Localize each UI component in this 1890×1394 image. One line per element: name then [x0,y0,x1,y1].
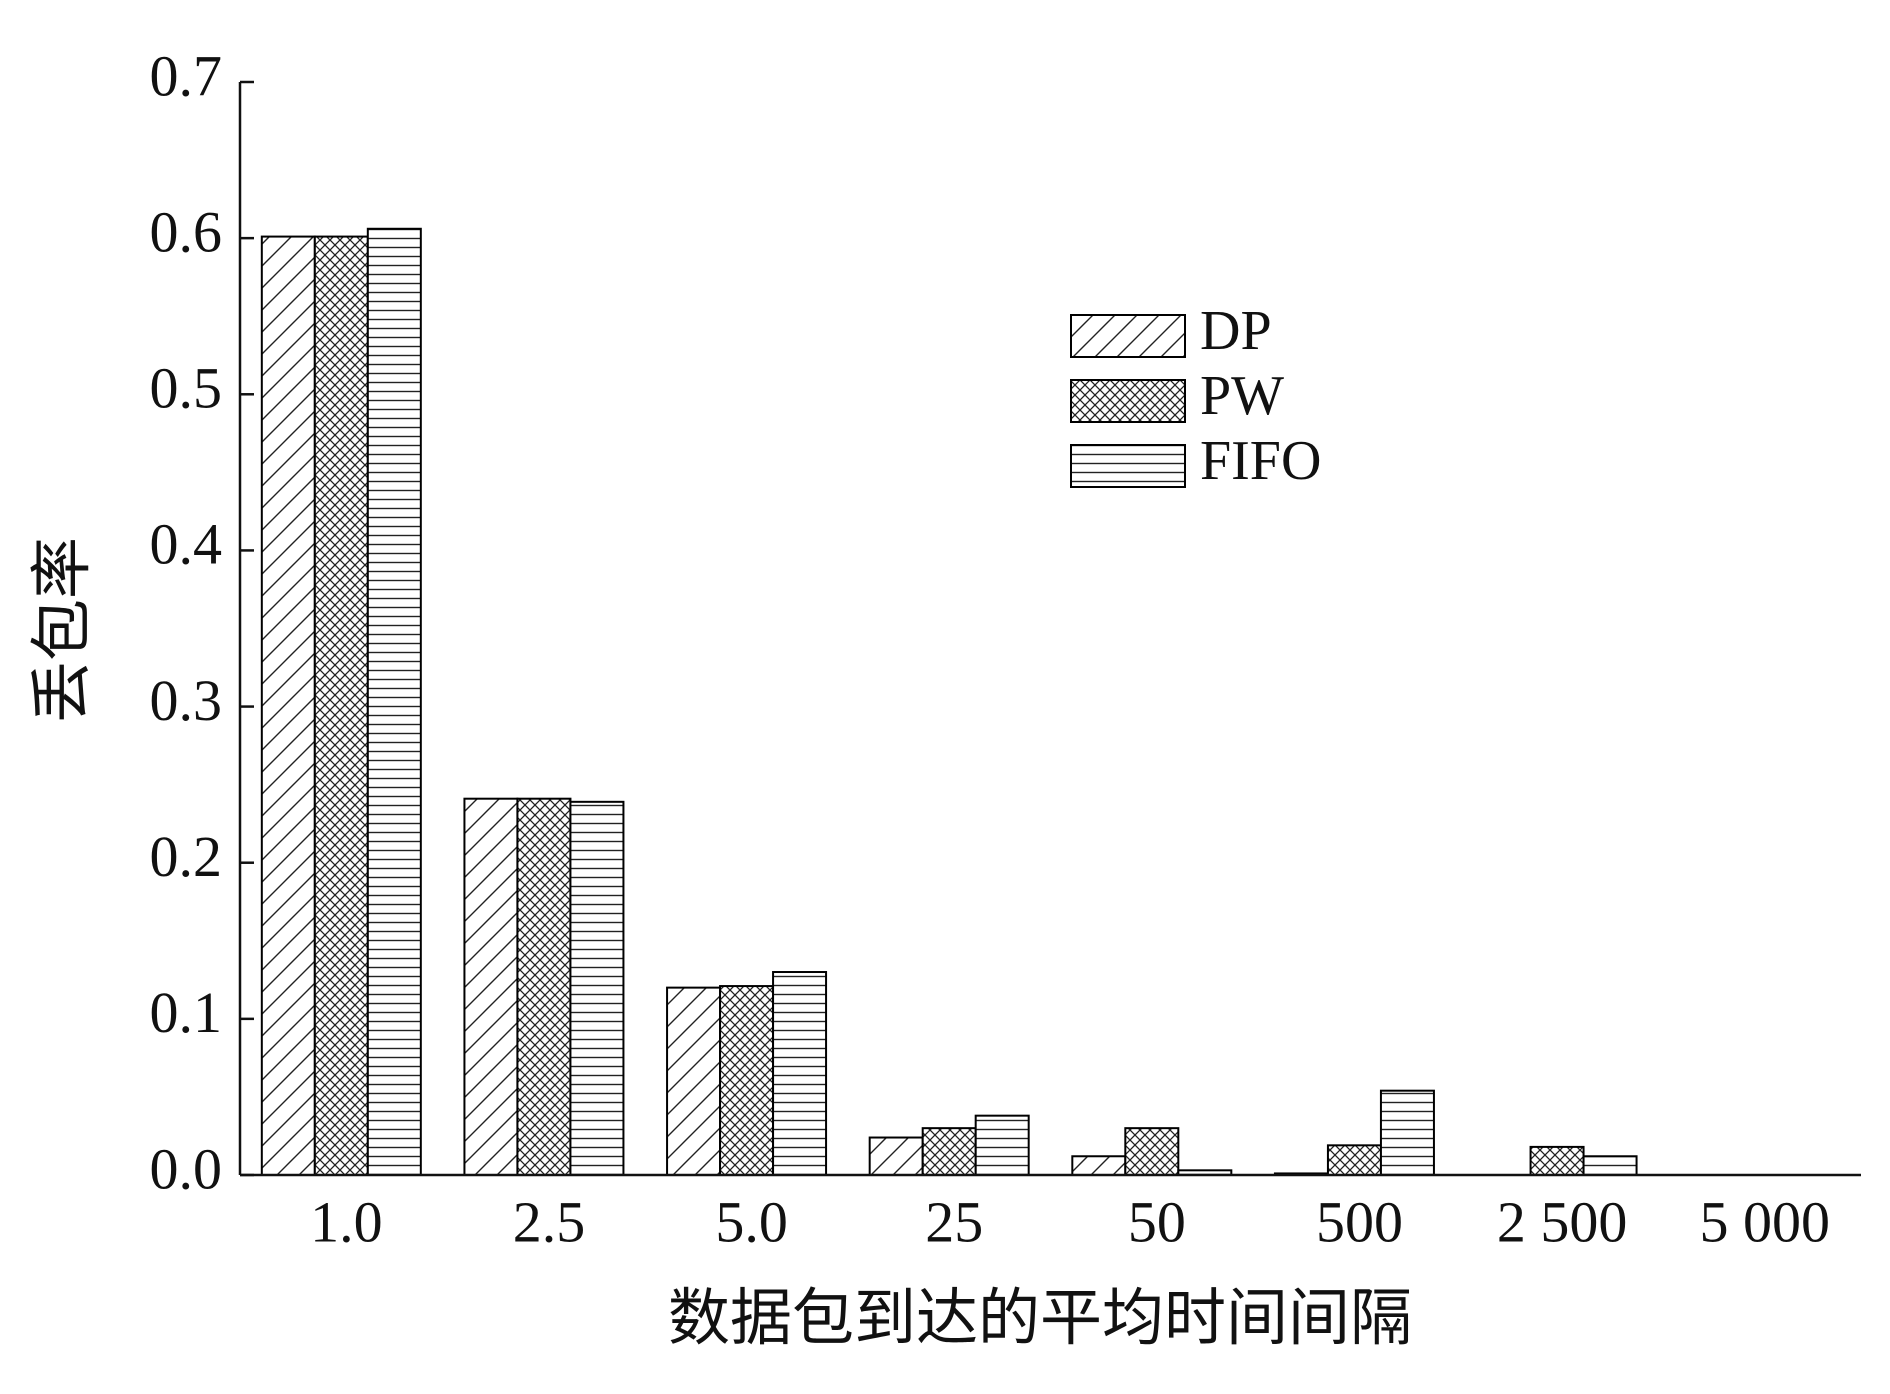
y-tick-label: 0.5 [150,356,223,421]
x-tick-label: 2.5 [513,1189,586,1254]
y-axis-title: 丢包率 [25,537,98,723]
bar [868,1136,924,1177]
x-tick-label: 5.0 [715,1189,788,1254]
legend-label: PW [1200,365,1284,427]
legend-swatch [1070,444,1186,488]
y-tick-label: 0.4 [150,512,223,577]
y-tick-label: 0.1 [150,980,223,1045]
y-tick-label: 0.3 [150,668,223,733]
x-tick-label: 25 [925,1189,983,1254]
bar [719,985,775,1176]
bar [1124,1127,1180,1176]
bar [921,1127,977,1176]
legend-swatch [1070,379,1186,423]
x-tick-label: 2 500 [1497,1189,1628,1254]
bar [1582,1155,1638,1176]
bar [313,235,369,1176]
bar [1071,1155,1127,1176]
bar [1379,1089,1435,1177]
bar [1529,1145,1585,1177]
legend-label: DP [1200,300,1272,362]
x-tick-label: 50 [1128,1189,1186,1254]
bar [260,235,316,1176]
bar [974,1114,1030,1177]
bar [516,797,572,1177]
legend-swatch [1070,314,1186,358]
bar [569,800,625,1176]
bar [366,227,422,1176]
bar [1326,1144,1382,1177]
legend-label: FIFO [1200,430,1321,492]
bar [463,797,519,1177]
bar [666,986,722,1177]
x-tick-label: 1.0 [310,1189,383,1254]
y-tick-label: 0.7 [150,43,223,108]
y-tick-label: 0.6 [150,199,223,264]
x-tick-label: 500 [1316,1189,1403,1254]
x-tick-label: 5 000 [1699,1189,1830,1254]
y-tick-label: 0.0 [150,1136,223,1201]
bar [772,971,828,1176]
y-tick-label: 0.2 [150,824,223,889]
x-axis-title: 数据包到达的平均时间间隔 [668,1281,1412,1354]
